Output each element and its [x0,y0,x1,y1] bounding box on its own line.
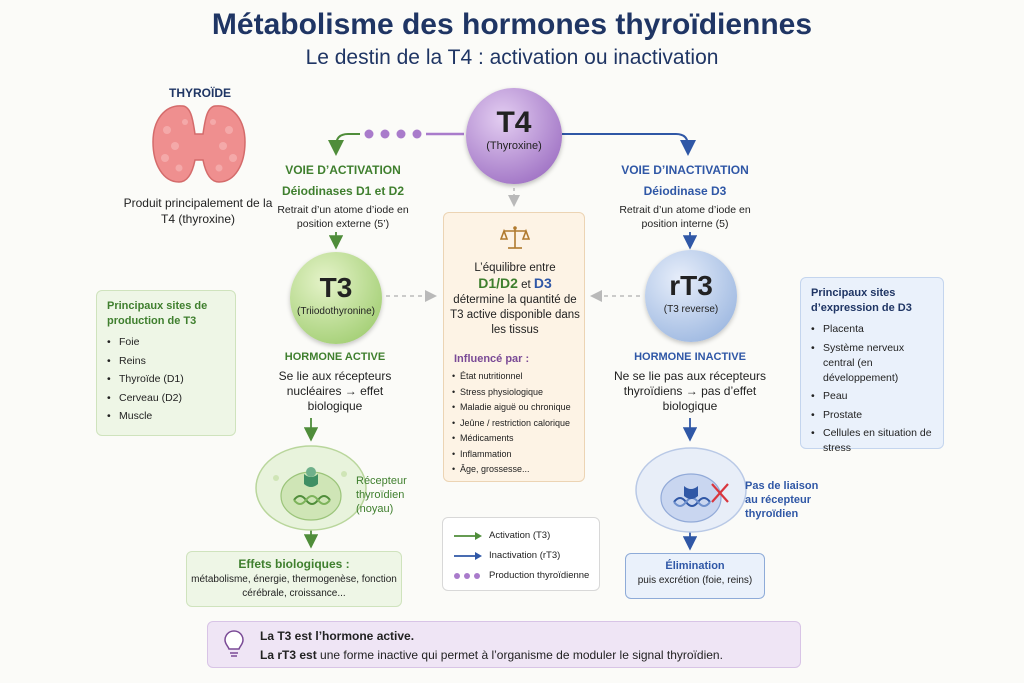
balance-description: L’équilibre entre D1/D2 et D3 détermine … [444,261,586,338]
rt3-role-label: HORMONE INACTIVE [634,351,746,363]
thyroid-caption: Produit principalement de la T4 (thyroxi… [123,196,273,226]
rt3-name: rT3 [669,270,713,301]
t4-node: T4 (Thyroxine) [466,88,562,184]
list-item: Cerveau (D2) [107,391,225,406]
t3-sites-list: Foie Reins Thyroïde (D1) Cerveau (D2) Mu… [107,335,225,424]
list-item: Âge, grossesse... [452,462,584,478]
balance-and: et [521,279,531,291]
t3-name: T3 [319,272,353,303]
list-item: Placenta [811,322,933,337]
inactivation-title: VOIE D’INACTIVATION [621,163,749,177]
legend-inactivation-label: Inactivation (rT3) [489,550,561,561]
activation-title: VOIE D’ACTIVATION [285,163,401,177]
inactivation-description: Retrait d’un atome d’iode en position in… [619,204,751,230]
legend-production-label: Production thyroïdienne [489,570,590,581]
t3-sites-heading: Principaux sites de production de T3 [107,300,208,327]
inactivation-arrow [562,133,696,156]
list-item: Médicaments [452,431,584,447]
list-item: Inflammation [452,447,584,463]
balance-line-1: L’équilibre entre [474,262,556,274]
legend-inactivation: Inactivation (rT3) [453,548,599,564]
elimination-heading: Élimination [665,560,725,572]
activation-description: Retrait d’un atome d’iode en position ex… [277,204,409,230]
d3-sites-heading: Principaux sites d’expression de D3 [811,287,912,314]
legend-production: Production thyroïdienne [453,568,599,584]
list-item: Stress physiologique [452,385,584,401]
lightbulb-icon [224,630,244,657]
list-item: Thyroïde (D1) [107,372,225,387]
balance-enzyme-d3: D3 [533,275,552,291]
legend-activation: Activation (T3) [453,528,599,544]
list-item: Reins [107,354,225,369]
t3-role-description: Se lie aux récepteurs nucléaires → effet… [278,369,392,413]
inactive-cell-icon [635,447,747,533]
elimination-box: Élimination puis excrétion (foie, reins) [625,553,765,599]
page-title: Métabolisme des hormones thyroïdiennes [211,8,813,41]
list-item: Foie [107,335,225,350]
list-item: Prostate [811,408,933,423]
legend-activation-label: Activation (T3) [489,530,551,541]
key-message-box: La T3 est l’hormone active. La rT3 est u… [207,621,801,668]
influence-heading: Influencé par : [454,353,530,365]
no-binding-cross-icon [711,483,729,503]
key-message-rest: une forme inactive qui permet à l’organi… [316,648,723,662]
list-item: Jeûne / restriction calorique [452,416,584,432]
receptor-label: Récepteur thyroïdien (noyau) [356,475,407,515]
thyroid-icon [152,105,246,183]
biological-effects-box: Effets biologiques : métabolisme, énergi… [186,551,402,607]
rt3-full-name: (T3 reverse) [663,304,719,315]
activation-arrow [328,133,360,156]
list-item: Muscle [107,409,225,424]
balance-line-3: détermine la quantité de T3 active dispo… [450,294,580,336]
active-cell-icon [255,445,367,531]
balance-enzyme-d1d2: D1/D2 [478,275,518,291]
no-binding-label: Pas de liaison au récepteur thyroïdien [745,480,819,520]
balance-scale-icon [500,226,530,249]
influence-list: État nutritionnel Stress physiologique M… [452,369,584,478]
t3-role-label: HORMONE ACTIVE [284,351,386,363]
key-message-line-1: La T3 est l’hormone active. [260,629,415,643]
balance-box: L’équilibre entre D1/D2 et D3 détermine … [443,212,585,482]
d3-expression-sites-box: Principaux sites d’expression de D3 Plac… [800,277,944,454]
list-item: Système nerveux central (en développemen… [811,341,933,386]
effects-heading: Effets biologiques : [238,557,350,571]
list-item: Peau [811,389,933,404]
list-item: Maladie aiguë ou chronique [452,400,584,416]
list-item: État nutritionnel [452,369,584,385]
rt3-node: rT3 (T3 reverse) [645,250,737,342]
t3-full-name: (Triiodothyronine) [297,306,375,317]
t3-production-sites-box: Principaux sites de production de T3 Foi… [96,290,236,436]
effects-text: métabolisme, énergie, thermogenèse, fonc… [191,574,397,599]
page-subtitle: Le destin de la T4 : activation ou inact… [305,46,719,69]
production-dots [364,129,464,139]
legend: Activation (T3) Inactivation (rT3) Produ… [442,517,600,591]
t3-node: T3 (Triiodothyronine) [290,252,382,344]
t4-name: T4 [496,106,532,139]
key-message-bold: La rT3 est [260,648,317,662]
rt3-role-description: Ne se lie pas aux récepteurs thyroïdiens… [613,369,767,413]
key-message-line-2: La rT3 est une forme inactive qui permet… [260,648,723,662]
list-item: Cellules en situation de stress [811,426,933,456]
t4-full-name: (Thyroxine) [486,140,542,152]
inactivation-enzyme: Déiodinase D3 [643,184,727,198]
activation-enzyme: Déiodinases D1 et D2 [281,184,405,198]
thyroid-label: THYROÏDE [168,86,231,100]
elimination-text: puis excrétion (foie, reins) [637,575,753,586]
d3-sites-list: Placenta Système nerveux central (en dév… [811,322,933,456]
